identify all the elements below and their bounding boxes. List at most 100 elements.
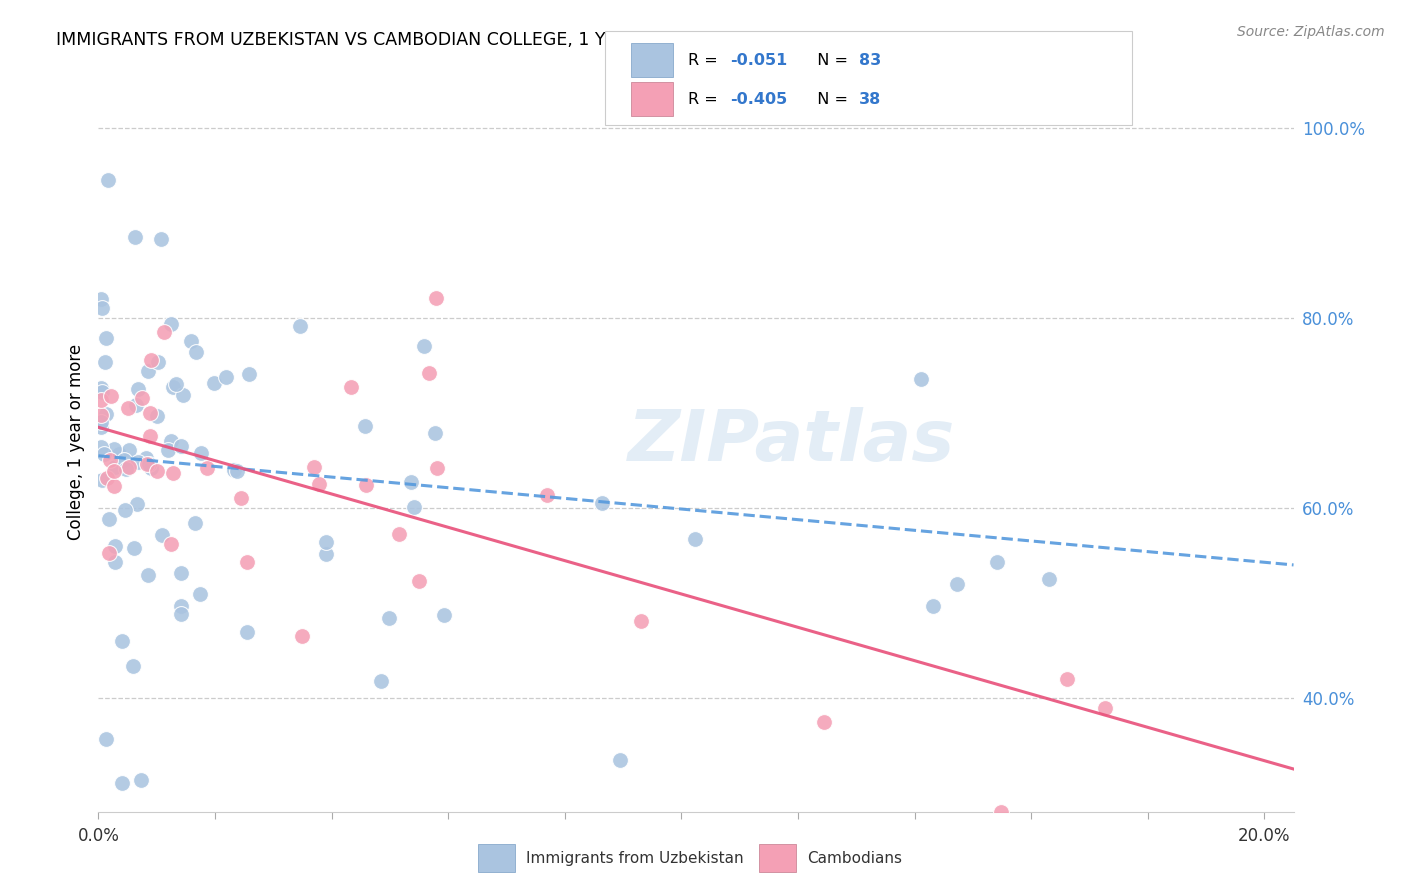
Point bbox=[159, 434, 181, 449]
Point bbox=[122, 541, 145, 556]
Point bbox=[162, 380, 184, 394]
Point bbox=[94, 354, 117, 368]
Point bbox=[238, 368, 260, 382]
Point bbox=[153, 325, 176, 339]
Point bbox=[354, 419, 377, 434]
Text: ZIPatlas: ZIPatlas bbox=[628, 407, 955, 476]
Point bbox=[922, 599, 945, 613]
Point bbox=[111, 776, 134, 790]
Point bbox=[127, 455, 149, 469]
Point bbox=[90, 301, 112, 315]
Point bbox=[225, 464, 247, 478]
Point bbox=[139, 428, 162, 442]
Point bbox=[100, 453, 122, 467]
Point bbox=[146, 355, 169, 369]
Point bbox=[370, 673, 392, 688]
Point bbox=[591, 496, 613, 510]
Text: N =: N = bbox=[807, 92, 853, 107]
Point bbox=[97, 173, 120, 187]
Point bbox=[630, 615, 652, 629]
Point bbox=[172, 388, 194, 402]
Point bbox=[190, 445, 212, 459]
Text: Immigrants from Uzbekistan: Immigrants from Uzbekistan bbox=[526, 851, 744, 865]
Point bbox=[388, 527, 411, 541]
Point bbox=[127, 382, 149, 396]
Point bbox=[404, 500, 426, 514]
Point bbox=[91, 384, 114, 399]
Point bbox=[990, 805, 1012, 819]
Point bbox=[813, 714, 835, 729]
Point bbox=[114, 503, 136, 517]
Point bbox=[1094, 700, 1116, 714]
Point bbox=[136, 364, 159, 378]
Point bbox=[90, 409, 112, 423]
Point bbox=[412, 338, 434, 352]
Point bbox=[90, 415, 112, 429]
Point bbox=[236, 624, 259, 639]
Text: Source: ZipAtlas.com: Source: ZipAtlas.com bbox=[1237, 25, 1385, 39]
Point bbox=[190, 587, 212, 601]
Point bbox=[117, 401, 139, 416]
Point bbox=[291, 629, 314, 643]
Point bbox=[104, 459, 127, 474]
Point bbox=[986, 555, 1008, 569]
Point bbox=[139, 406, 162, 420]
Point bbox=[910, 372, 932, 386]
Point bbox=[946, 576, 969, 591]
Point bbox=[170, 439, 193, 453]
Point bbox=[136, 567, 159, 582]
Point bbox=[125, 497, 148, 511]
Point bbox=[180, 334, 202, 349]
Point bbox=[408, 574, 430, 588]
Point bbox=[229, 491, 252, 505]
Point bbox=[96, 471, 118, 485]
Point bbox=[418, 366, 440, 380]
Point bbox=[110, 634, 132, 648]
Point bbox=[184, 516, 207, 531]
Point bbox=[425, 292, 447, 306]
Text: N =: N = bbox=[807, 53, 853, 68]
Point bbox=[138, 457, 160, 471]
Text: 83: 83 bbox=[859, 53, 882, 68]
Point bbox=[290, 319, 312, 334]
Point bbox=[236, 555, 259, 569]
Point bbox=[1038, 572, 1060, 586]
Point bbox=[423, 426, 446, 441]
Text: 38: 38 bbox=[859, 92, 882, 107]
Point bbox=[170, 607, 193, 622]
Point bbox=[308, 477, 330, 491]
Point bbox=[103, 555, 125, 569]
Text: R =: R = bbox=[688, 53, 723, 68]
Point bbox=[170, 599, 193, 613]
Point bbox=[90, 420, 112, 434]
Point bbox=[90, 381, 112, 395]
Point bbox=[90, 292, 112, 306]
Point bbox=[103, 464, 125, 478]
Point bbox=[160, 537, 183, 551]
Point bbox=[150, 528, 173, 542]
Point bbox=[136, 457, 159, 471]
Point bbox=[94, 731, 117, 746]
Point bbox=[157, 442, 180, 457]
Point bbox=[118, 459, 141, 474]
Point bbox=[162, 466, 184, 480]
Point bbox=[103, 442, 125, 457]
Point bbox=[1056, 673, 1078, 687]
Point bbox=[139, 461, 162, 475]
Point bbox=[93, 446, 115, 460]
Point bbox=[90, 473, 112, 487]
Point bbox=[195, 460, 218, 475]
Point bbox=[90, 393, 112, 408]
Text: Cambodians: Cambodians bbox=[807, 851, 903, 865]
Point bbox=[100, 389, 122, 403]
Point bbox=[124, 229, 146, 244]
Point bbox=[685, 532, 707, 546]
Point bbox=[214, 369, 236, 384]
Point bbox=[118, 443, 141, 458]
Text: IMMIGRANTS FROM UZBEKISTAN VS CAMBODIAN COLLEGE, 1 YEAR OR MORE CORRELATION CHAR: IMMIGRANTS FROM UZBEKISTAN VS CAMBODIAN … bbox=[56, 31, 924, 49]
Point bbox=[399, 475, 422, 489]
Point bbox=[90, 440, 112, 454]
Text: -0.051: -0.051 bbox=[730, 53, 787, 68]
Point bbox=[315, 548, 337, 562]
Point bbox=[131, 391, 153, 405]
